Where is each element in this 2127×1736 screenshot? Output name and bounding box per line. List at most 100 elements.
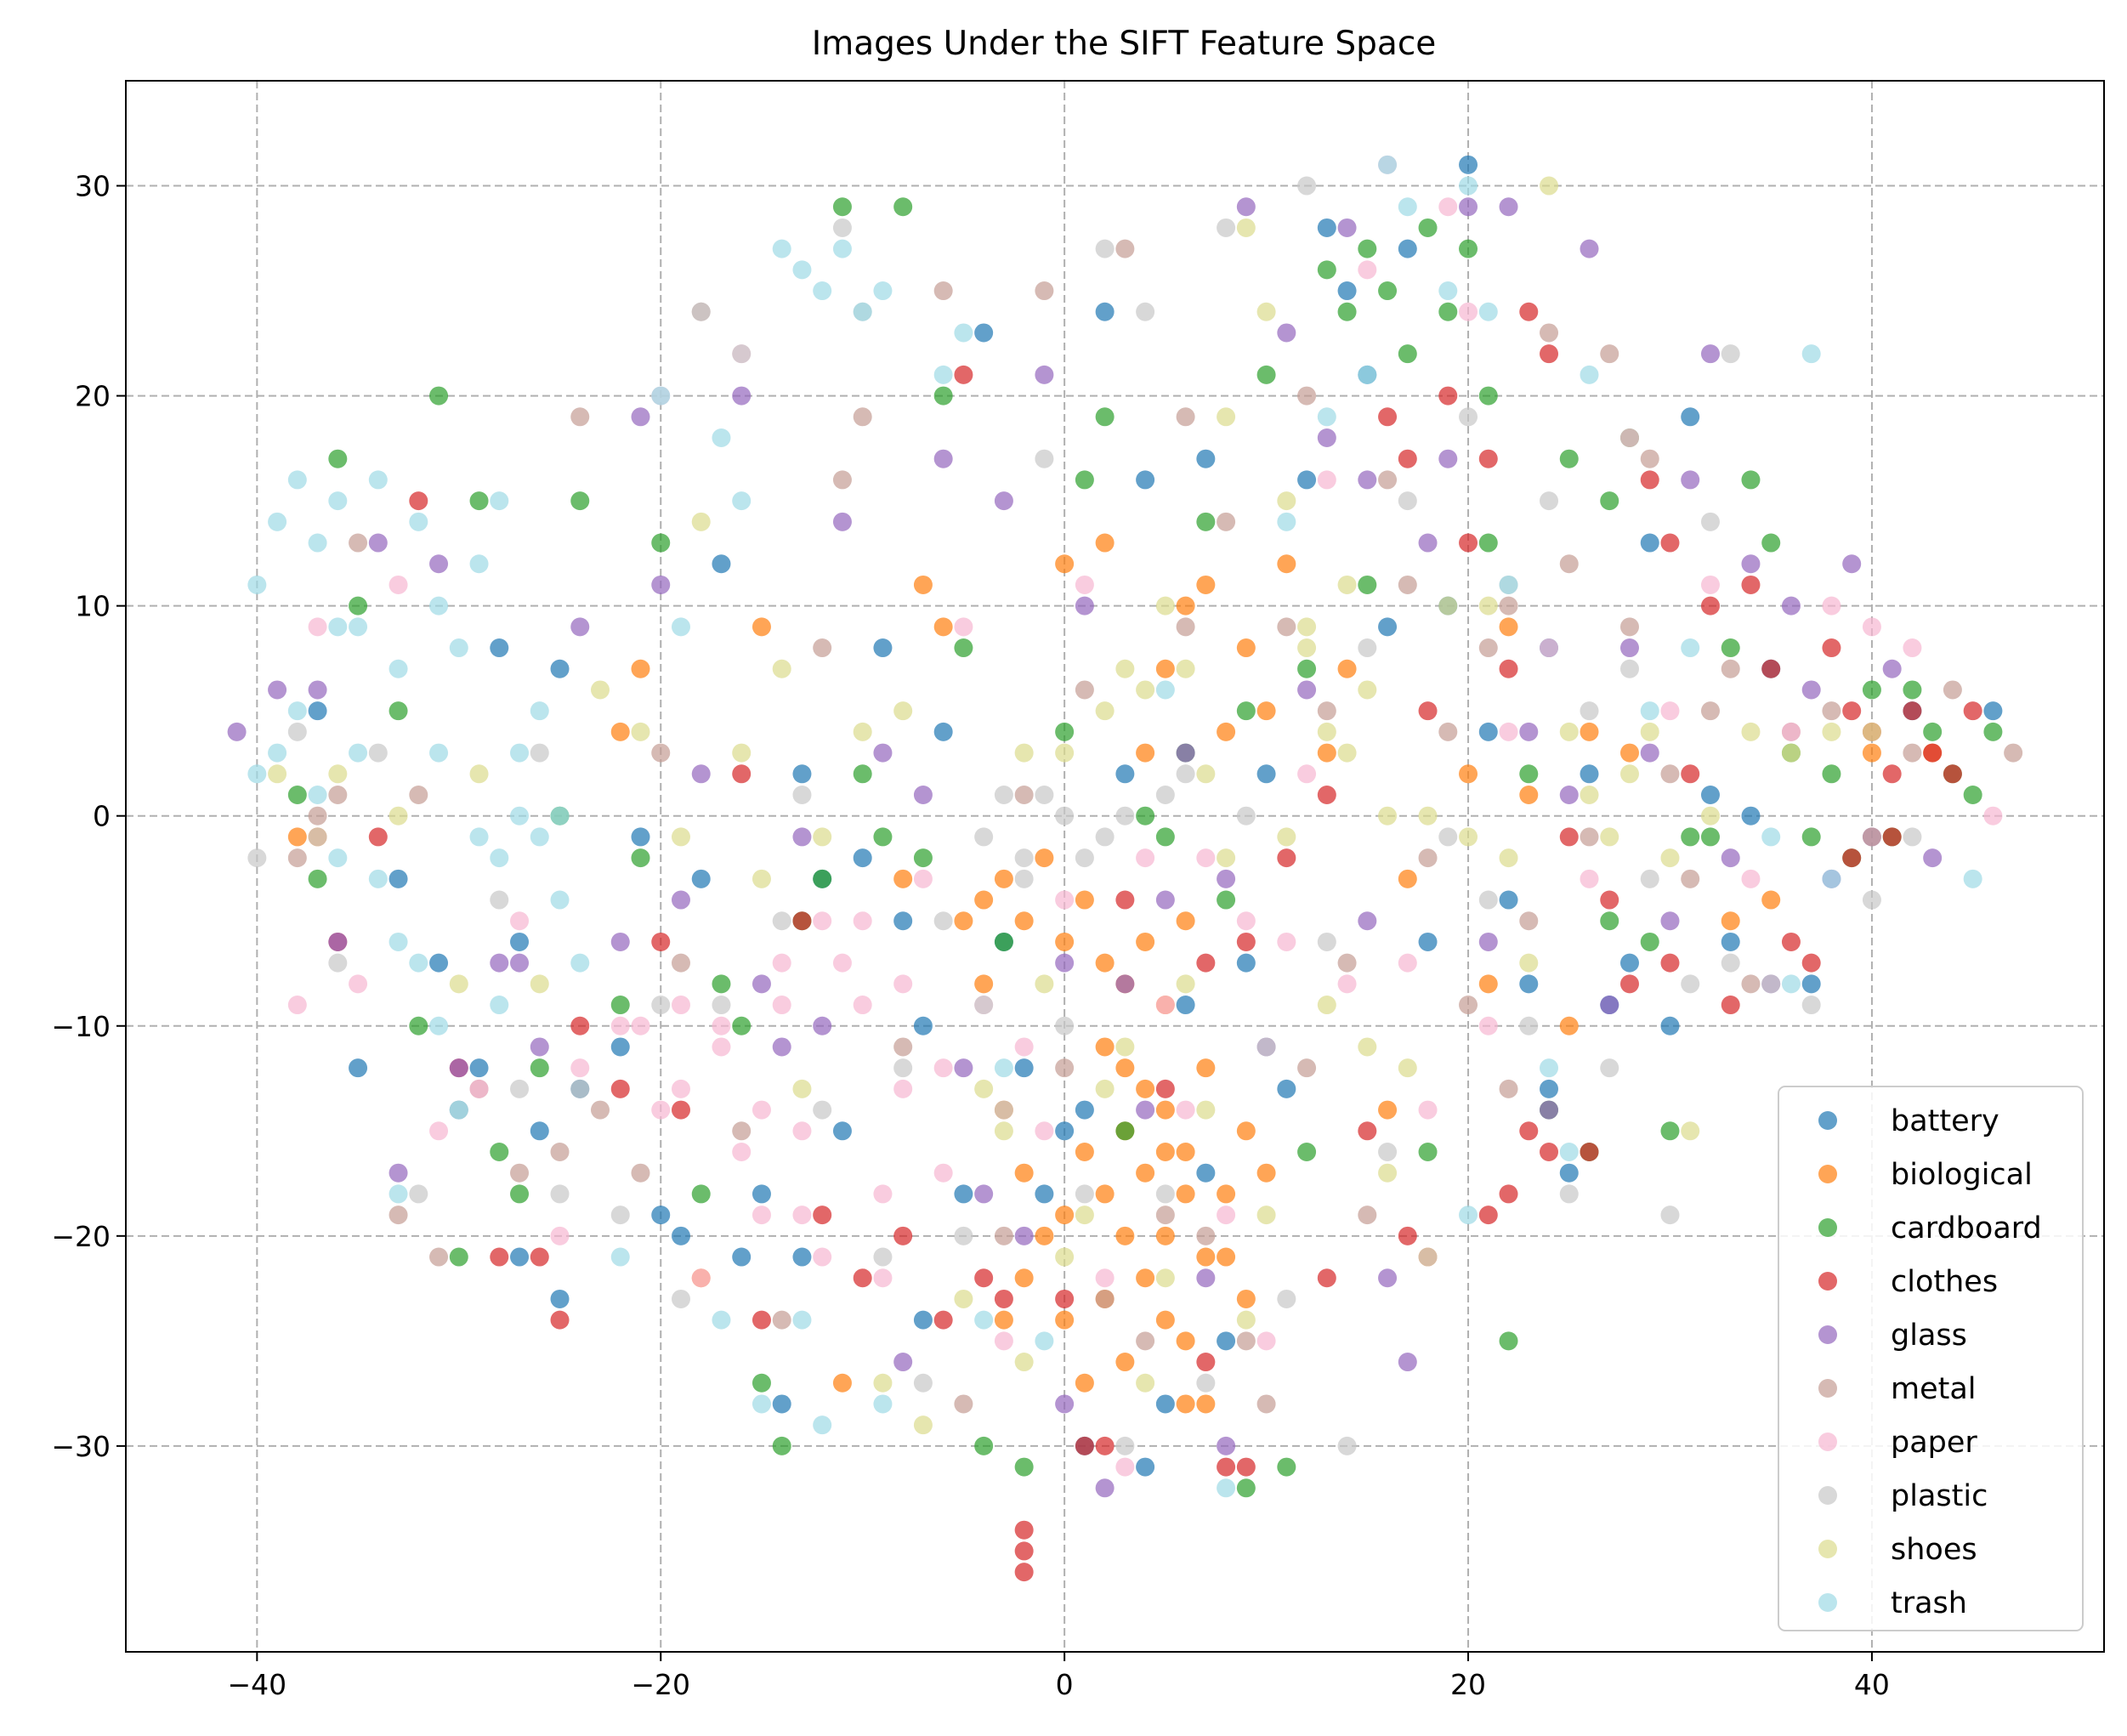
data-point-paper [1438, 197, 1458, 217]
data-point-glass [1277, 323, 1296, 343]
data-point-plastic [1055, 806, 1075, 825]
data-point-paper [1580, 869, 1599, 888]
data-point-clothes [1882, 827, 1902, 847]
data-point-battery [1660, 1016, 1680, 1035]
data-point-plastic [1660, 1206, 1680, 1225]
data-point-paper [691, 1268, 711, 1288]
data-point-metal [1196, 1226, 1216, 1245]
data-point-glass [1540, 1100, 1559, 1120]
data-point-battery [974, 323, 994, 343]
data-point-plastic [1801, 996, 1821, 1015]
data-point-battery [1700, 786, 1720, 804]
data-point-trash [287, 701, 307, 721]
x-tick-label: 40 [1854, 1668, 1890, 1701]
data-point-metal [308, 806, 327, 825]
legend-marker-battery [1818, 1111, 1837, 1130]
data-point-plastic [1862, 890, 1881, 910]
data-point-biological [1519, 786, 1539, 804]
data-point-battery [469, 1058, 489, 1078]
data-point-shoes [1358, 1037, 1377, 1057]
data-point-paper [913, 869, 933, 888]
data-point-battery [490, 638, 509, 658]
data-point-shoes [1378, 806, 1398, 825]
data-point-clothes [610, 1079, 630, 1098]
data-point-plastic [1176, 764, 1195, 784]
data-point-glass [1681, 470, 1700, 490]
data-point-plastic [1277, 1289, 1296, 1308]
data-point-cardboard [853, 764, 872, 784]
data-point-trash [287, 470, 307, 490]
data-point-shoes [853, 722, 872, 741]
data-point-cardboard [1236, 1478, 1256, 1498]
data-point-glass [429, 554, 449, 574]
data-point-clothes [1378, 407, 1398, 427]
data-point-plastic [1398, 491, 1417, 511]
data-point-biological [1176, 1331, 1195, 1351]
data-point-biological [1236, 1121, 1256, 1141]
data-point-trash [349, 617, 368, 637]
data-point-cardboard [1337, 302, 1357, 321]
data-point-shoes [1741, 722, 1761, 741]
data-point-trash [792, 260, 812, 280]
data-point-trash [409, 512, 428, 531]
data-point-biological [1095, 1184, 1115, 1204]
data-point-battery [752, 1184, 771, 1204]
data-point-metal [1075, 680, 1094, 700]
data-point-shoes [913, 1415, 933, 1435]
data-point-biological [1035, 848, 1054, 868]
data-point-biological [1499, 617, 1518, 637]
data-point-clothes [1499, 659, 1518, 678]
data-point-battery [671, 1226, 690, 1245]
data-point-paper [1055, 890, 1075, 910]
data-point-paper [1217, 1206, 1236, 1225]
data-point-cardboard [389, 701, 408, 721]
data-point-shoes [1136, 680, 1155, 700]
data-point-clothes [1540, 344, 1559, 364]
data-point-paper [1822, 596, 1841, 616]
data-point-metal [570, 407, 590, 427]
data-point-biological [1398, 869, 1417, 888]
data-point-clothes [1619, 974, 1639, 994]
data-point-trash [1035, 1331, 1054, 1351]
data-point-biological [1619, 743, 1639, 763]
data-point-cardboard [691, 1184, 711, 1204]
data-point-glass [1438, 449, 1458, 468]
data-point-plastic [1681, 974, 1700, 994]
data-point-clothes [550, 1310, 570, 1330]
data-point-trash [469, 554, 489, 574]
data-point-plastic [974, 996, 994, 1015]
data-point-battery [1478, 722, 1498, 741]
legend-label-paper: paper [1891, 1426, 1977, 1460]
data-point-plastic [610, 1206, 630, 1225]
data-point-plastic [712, 996, 731, 1015]
data-point-metal [651, 743, 671, 763]
data-point-glass [913, 786, 933, 804]
data-point-paper [671, 1079, 690, 1098]
data-point-shoes [1700, 806, 1720, 825]
data-point-battery [1035, 1184, 1054, 1204]
data-point-trash [469, 827, 489, 847]
data-point-cardboard [1640, 932, 1659, 951]
data-point-clothes [570, 1016, 590, 1035]
data-point-glass [1842, 554, 1862, 574]
data-point-shoes [1115, 659, 1135, 678]
data-point-trash [832, 239, 852, 258]
series-biological [287, 533, 1943, 1414]
data-point-biological [1196, 575, 1216, 594]
data-point-glass [530, 1037, 549, 1057]
data-point-glass [1095, 1478, 1115, 1498]
data-point-glass [1418, 533, 1438, 553]
data-point-shoes [792, 1079, 812, 1098]
data-point-paper [1398, 953, 1417, 973]
legend-marker-glass [1818, 1325, 1837, 1344]
data-point-plastic [1559, 1184, 1579, 1204]
data-point-cardboard [1721, 638, 1740, 658]
data-point-glass [1398, 1353, 1417, 1372]
data-point-battery [691, 869, 711, 888]
data-point-paper [429, 1121, 449, 1141]
data-point-biological [1014, 1163, 1034, 1183]
data-point-plastic [287, 722, 307, 741]
data-point-biological [1459, 764, 1478, 784]
data-point-trash [873, 281, 893, 301]
legend-marker-trash [1818, 1593, 1837, 1612]
